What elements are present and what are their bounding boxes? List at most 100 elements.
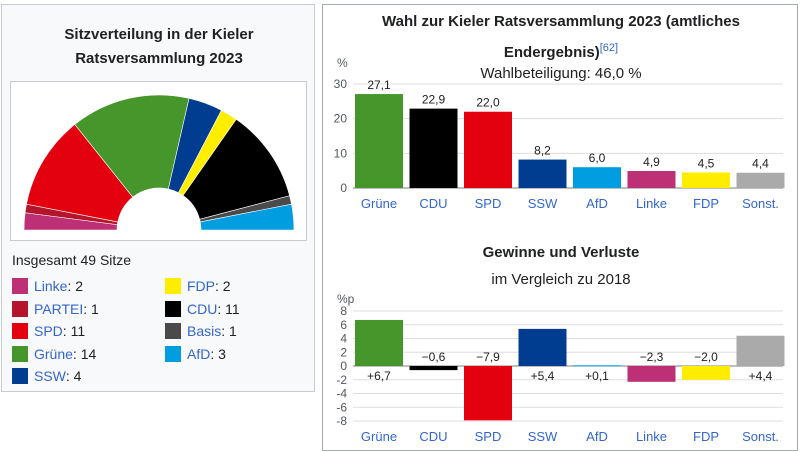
- y-tick-label: 30: [334, 77, 348, 91]
- data-label: +4,4: [749, 369, 773, 383]
- x-category-label[interactable]: Linke: [636, 429, 667, 444]
- x-category-label[interactable]: Grüne: [361, 429, 397, 444]
- y-tick-label: 0: [340, 181, 347, 195]
- x-category-label[interactable]: FDP: [693, 196, 719, 211]
- legend-item-fdp: FDP: 2: [165, 278, 231, 294]
- y-tick-label: 0: [340, 359, 347, 373]
- results-title: Wahl zur Kieler Ratsversammlung 2023 (am…: [323, 9, 799, 66]
- seat-panel-title: Sitzverteilung in der Kieler Ratsversamm…: [2, 23, 316, 71]
- legend-party-link[interactable]: AfD: [187, 345, 211, 362]
- x-category-label[interactable]: SPD: [475, 196, 502, 211]
- legend-party-link[interactable]: Grüne: [34, 345, 73, 362]
- data-label: −2,0: [694, 350, 718, 364]
- data-label: 6,0: [589, 151, 606, 165]
- legend-seat-count: : 3: [210, 345, 226, 362]
- x-category-label[interactable]: Sonst.: [742, 429, 779, 444]
- seat-segment-afd: [199, 203, 295, 231]
- x-category-label[interactable]: SSW: [528, 429, 558, 444]
- x-category-label[interactable]: Linke: [636, 196, 667, 211]
- bar-spd: [464, 111, 512, 188]
- parliament-chart: [23, 94, 295, 231]
- legend-party-link[interactable]: Basis: [187, 323, 222, 339]
- bar-cdu: [409, 108, 458, 188]
- x-category-label[interactable]: SPD: [475, 429, 502, 444]
- chart-subtitle: im Vergleich zu 2018: [491, 271, 630, 288]
- data-label: −0,6: [422, 350, 446, 364]
- vote-share-chart: Wahlbeteiligung: 46,0 %% 0 10 20 30 27,1 Grüne…: [334, 57, 785, 211]
- legend-seat-count: : 4: [65, 368, 82, 384]
- bar-afd: [573, 365, 621, 367]
- legend-item-partei: PARTEI: 1: [12, 300, 99, 317]
- data-label: +6,7: [367, 369, 391, 383]
- bar-cdu: [409, 366, 458, 371]
- y-tick-label: -2: [336, 373, 347, 387]
- x-category-label[interactable]: Grüne: [361, 196, 397, 211]
- bar-sonst: [736, 172, 785, 188]
- bar-fdp: [682, 366, 730, 380]
- legend-item-linke: Linke: 2: [12, 278, 83, 294]
- data-label: −7,9: [476, 350, 500, 364]
- legend-seat-count: : 14: [72, 345, 97, 362]
- election-results-panel: Wahl zur Kieler Ratsversammlung 2023 (am…: [322, 4, 798, 451]
- legend-swatch: [165, 278, 181, 294]
- legend-seat-count: : 2: [67, 278, 84, 294]
- seat-distribution-panel: Sitzverteilung in der Kieler Ratsversamm…: [1, 4, 315, 392]
- legend-swatch: [165, 345, 181, 362]
- bar-gr-ne: [355, 319, 403, 366]
- data-label: 4,4: [752, 157, 769, 171]
- bar-linke: [627, 366, 676, 382]
- y-tick-label: 8: [340, 304, 347, 318]
- parliament-chart-frame: [10, 81, 307, 241]
- legend-party-link[interactable]: SPD: [34, 323, 63, 339]
- legend-swatch: [12, 345, 28, 362]
- legend-swatch: [165, 300, 181, 317]
- citation-link[interactable]: [62]: [599, 42, 619, 54]
- legend-swatch: [12, 300, 28, 317]
- x-category-label[interactable]: CDU: [419, 196, 447, 211]
- x-category-label[interactable]: Sonst.: [742, 196, 779, 211]
- legend-item-basis: Basis: 1: [165, 323, 237, 339]
- data-label: +5,4: [531, 369, 555, 383]
- legend-seat-count: : 11: [62, 323, 86, 339]
- legend-item-gr-ne: Grüne: 14: [12, 345, 97, 362]
- x-category-label[interactable]: AfD: [586, 429, 608, 444]
- gains-losses-chart: Gewinne und Verluste im Vergleich zu 2018…: [336, 244, 785, 444]
- x-category-label[interactable]: SSW: [528, 196, 558, 211]
- results-title-line2: Endergebnis): [503, 44, 600, 61]
- legend-seat-count: : 2: [215, 278, 231, 294]
- legend-swatch: [165, 323, 181, 339]
- total-seats-label: Insgesamt 49 Sitze: [12, 252, 132, 268]
- bar-fdp: [682, 172, 730, 188]
- data-label: −2,3: [640, 350, 664, 364]
- legend-swatch: [12, 368, 28, 384]
- y-tick-label: -4: [336, 387, 347, 401]
- legend-seat-count: : 11: [217, 300, 240, 317]
- chart-subtitle: Wahlbeteiligung: 46,0 %: [480, 65, 641, 82]
- y-tick-label: 20: [334, 112, 348, 126]
- legend-swatch: [12, 323, 28, 339]
- chart-title: Gewinne und Verluste: [483, 244, 640, 261]
- seat-segment-gr-ne: [74, 94, 190, 198]
- bar-ssw: [518, 159, 567, 188]
- legend-item-ssw: SSW: 4: [12, 368, 81, 384]
- x-category-label[interactable]: AfD: [586, 196, 608, 211]
- legend-seat-count: : 1: [83, 300, 99, 317]
- data-label: 4,9: [643, 155, 660, 169]
- results-title-line1: Wahl zur Kieler Ratsversammlung 2023 (am…: [382, 13, 740, 30]
- data-label: 27,1: [367, 78, 391, 92]
- legend-party-link[interactable]: FDP: [187, 278, 215, 294]
- legend-seat-count: : 1: [221, 323, 237, 339]
- data-label: 22,0: [476, 96, 500, 110]
- legend-swatch: [12, 278, 28, 294]
- x-category-label[interactable]: CDU: [419, 429, 447, 444]
- data-label: 4,5: [698, 156, 715, 170]
- legend-party-link[interactable]: CDU: [187, 300, 218, 317]
- x-category-label[interactable]: FDP: [693, 429, 719, 444]
- legend-party-link[interactable]: Linke: [34, 278, 68, 294]
- legend-party-link[interactable]: SSW: [34, 368, 66, 384]
- bar-spd: [464, 366, 512, 421]
- legend-party-link[interactable]: PARTEI: [34, 300, 84, 317]
- legend-item-spd: SPD: 11: [12, 323, 85, 339]
- y-tick-label: -6: [336, 400, 347, 414]
- y-tick-label: 4: [340, 332, 347, 346]
